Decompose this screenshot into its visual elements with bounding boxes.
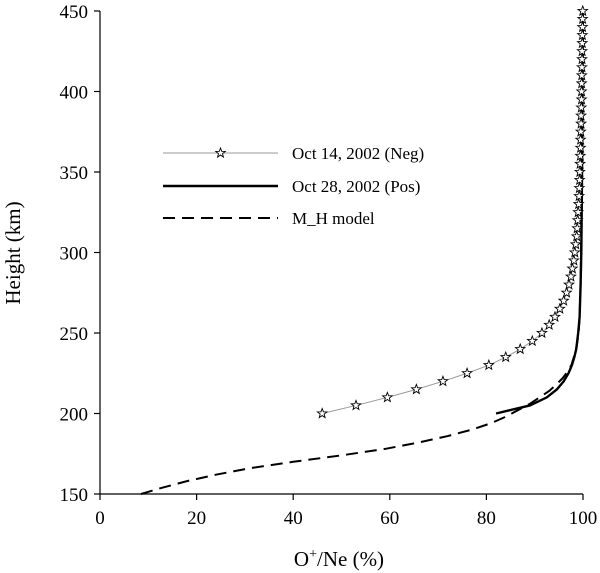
y-tick-label: 450 — [60, 2, 89, 23]
legend-marker-oct14 — [214, 146, 227, 159]
series-marker-oct14 — [567, 254, 580, 266]
series-marker-oct14 — [572, 197, 585, 210]
series-marker-oct14 — [575, 61, 588, 73]
series-marker-oct14 — [575, 77, 588, 89]
series-marker-oct14 — [573, 165, 586, 178]
x-tick-label: 40 — [284, 508, 303, 529]
y-tick-label: 150 — [60, 485, 89, 506]
series-marker-oct14 — [576, 28, 589, 41]
y-tick-label: 250 — [60, 324, 89, 345]
series-marker-oct14 — [574, 157, 587, 170]
series-layer — [140, 4, 589, 495]
series-marker-oct14 — [575, 69, 588, 81]
series-marker-oct14 — [575, 101, 588, 113]
x-tick-label: 60 — [380, 508, 399, 529]
legend: Oct 14, 2002 (Neg) Oct 28, 2002 (Pos) M_H … — [163, 144, 424, 228]
series-marker-oct14 — [571, 222, 584, 234]
series-line-oct28 — [495, 10, 585, 415]
series-marker-oct14 — [410, 383, 423, 395]
series-marker-oct14 — [526, 334, 539, 347]
x-tick-label: 100 — [569, 508, 598, 529]
x-axis-title-ion: O — [294, 547, 309, 571]
series-marker-oct14 — [499, 350, 512, 363]
y-tick-label: 350 — [60, 163, 89, 184]
series-marker-oct14 — [482, 358, 495, 371]
series-marker-oct14 — [576, 44, 589, 57]
series-marker-oct14 — [576, 53, 589, 65]
series-marker-oct14 — [573, 189, 586, 202]
x-tick-label: 0 — [95, 508, 105, 529]
series-marker-oct14 — [575, 93, 588, 105]
series-marker-oct14 — [572, 205, 585, 218]
series-marker-oct14 — [566, 262, 579, 274]
series-marker-oct14 — [576, 36, 589, 49]
series-marker-oct14 — [575, 109, 588, 121]
series-marker-oct14 — [576, 20, 589, 33]
x-axis-title: O+/Ne (%) — [294, 547, 384, 571]
series-marker-oct14 — [461, 366, 474, 379]
series-marker-oct14 — [549, 310, 561, 322]
series-marker-oct14 — [563, 278, 575, 290]
y-tick-label: 400 — [60, 83, 89, 104]
x-tick-label: 80 — [477, 508, 496, 529]
series-marker-oct14 — [557, 294, 570, 306]
series-marker-oct14 — [436, 375, 449, 387]
series-marker-oct14 — [574, 125, 587, 137]
series-marker-oct14 — [575, 117, 588, 129]
series-marker-oct14 — [571, 214, 584, 226]
series-marker-oct14 — [543, 318, 556, 331]
y-axis-title: Height (km) — [1, 201, 25, 304]
series-marker-oct14 — [576, 12, 589, 25]
series-marker-oct14 — [514, 342, 527, 355]
series-marker-oct14 — [381, 391, 394, 403]
series-marker-oct14 — [574, 141, 587, 153]
series-marker-oct14 — [569, 238, 582, 250]
series-marker-oct14 — [560, 286, 573, 298]
legend-label: Oct 14, 2002 (Neg) — [292, 144, 424, 163]
series-marker-oct14 — [535, 326, 548, 339]
series-marker-oct14 — [576, 4, 589, 17]
y-tick-label: 300 — [60, 244, 89, 265]
series-marker-oct14 — [574, 149, 587, 161]
series-marker-oct14 — [350, 399, 362, 411]
x-axis-title-rest: /Ne (%) — [317, 547, 384, 571]
y-tick-label: 200 — [60, 405, 89, 426]
series-marker-oct14 — [553, 302, 566, 314]
series-marker-oct14 — [575, 85, 588, 97]
series-marker-oct14 — [574, 133, 587, 145]
x-tick-label: 20 — [187, 508, 206, 529]
x-axis-title-superscript: + — [309, 547, 317, 562]
series-marker-oct14 — [316, 407, 329, 419]
series-marker-oct14 — [564, 270, 577, 282]
series-marker-oct14 — [573, 181, 586, 194]
legend-label: M_H model — [292, 209, 375, 228]
legend-label: Oct 28, 2002 (Pos) — [292, 177, 420, 196]
axes: 150 200 250 300 350 400 450 0 20 40 60 80 100 — [60, 2, 598, 529]
series-marker-oct14 — [573, 173, 586, 186]
series-marker-oct14 — [570, 230, 583, 242]
series-line-mh-model — [140, 10, 584, 495]
series-marker-oct14 — [568, 246, 581, 258]
